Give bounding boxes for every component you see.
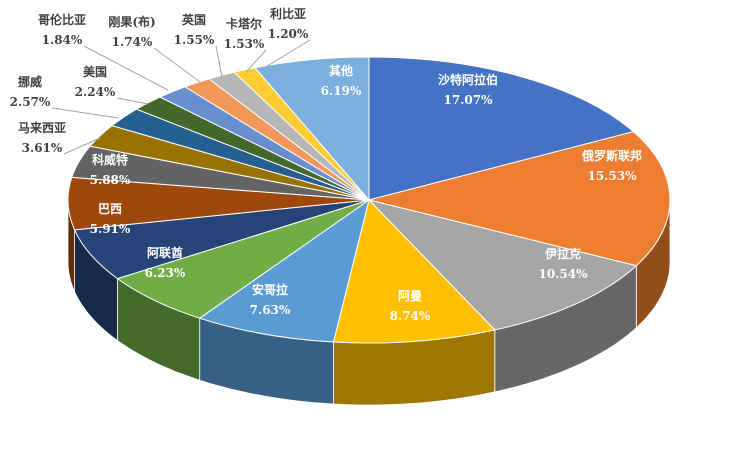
- slice-label: 沙特阿拉伯: [438, 72, 498, 87]
- pie-slices: [67, 56, 671, 344]
- slice-percent: 15.53%: [588, 169, 638, 183]
- slice-label: 美国: [83, 64, 107, 79]
- slice-percent: 3.61%: [22, 141, 63, 155]
- slice-percent: 5.88%: [90, 173, 131, 187]
- slice-percent: 1.55%: [174, 33, 215, 47]
- slice-percent: 2.24%: [75, 85, 116, 99]
- pie-slice: [367, 199, 638, 331]
- slice-label: 挪威: [18, 74, 42, 89]
- slice-label: 利比亚: [270, 6, 306, 21]
- slice-percent: 1.53%: [224, 37, 265, 51]
- slice-percent: 1.84%: [42, 33, 83, 47]
- leader-line: [63, 137, 101, 155]
- data-labels: 沙特阿拉伯 17.07% 俄罗斯联邦 15.53% 伊拉克 10.54% 阿曼 8.74% 安哥…: [10, 6, 642, 323]
- leader-line: [83, 45, 169, 91]
- leader-line: [215, 45, 223, 78]
- slice-label: 卡塔尔: [226, 16, 262, 31]
- leader-line: [153, 47, 201, 83]
- slice-label: 阿联酋: [147, 245, 183, 260]
- slice-percent: 1.74%: [112, 35, 153, 49]
- slice-percent: 5.91%: [90, 222, 131, 236]
- pie-slice: [253, 56, 370, 202]
- pie-slice: [368, 131, 671, 267]
- slice-percent: 6.23%: [145, 266, 186, 280]
- slice-label: 马来西亚: [18, 120, 66, 135]
- slice-label: 科威特: [92, 152, 128, 167]
- slice-label: 其他: [329, 63, 353, 78]
- slice-label: 刚果(布): [108, 14, 155, 29]
- slice-percent: 1.20%: [268, 27, 309, 41]
- slice-percent: 8.74%: [390, 309, 431, 323]
- slice-percent: 10.54%: [539, 267, 589, 281]
- pie-slice: [368, 56, 635, 201]
- pie-slice: [332, 199, 496, 344]
- slice-label: 哥伦比亚: [38, 12, 86, 27]
- pie-slice: [198, 198, 370, 343]
- leader-line: [51, 107, 119, 119]
- slice-percent: 6.19%: [321, 84, 362, 98]
- leader-line: [245, 49, 267, 73]
- pie-slice: [116, 199, 370, 319]
- slice-label: 阿曼: [398, 289, 422, 303]
- slice-label: 俄罗斯联邦: [581, 148, 642, 163]
- slice-percent: 2.57%: [10, 95, 51, 109]
- leader-line: [116, 97, 149, 105]
- slice-percent: 7.63%: [250, 303, 291, 317]
- slice-label: 伊拉克: [544, 246, 581, 261]
- leader-line: [263, 39, 311, 69]
- slice-label: 巴西: [98, 202, 122, 216]
- slice-label: 英国: [182, 12, 206, 27]
- slice-label: 安哥拉: [252, 282, 288, 297]
- slice-percent: 17.07%: [444, 93, 494, 107]
- pie-sides: [67, 200, 671, 406]
- leader-lines: [51, 39, 311, 155]
